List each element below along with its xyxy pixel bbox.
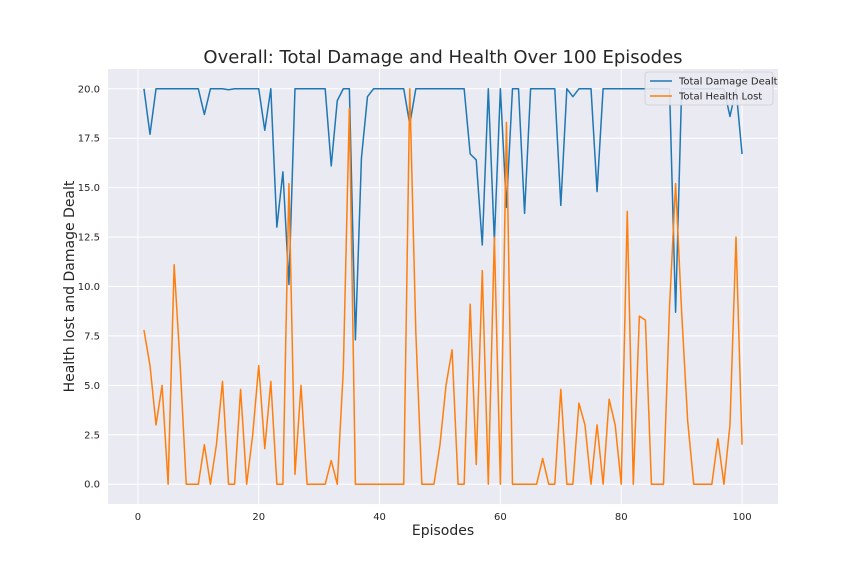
legend-label-health: Total Health Lost — [678, 92, 762, 103]
legend: Total Damage Dealt Total Health Lost — [644, 71, 778, 106]
series-line-health — [143, 88, 743, 485]
y-tick-label: 10.0 — [78, 282, 100, 293]
legend-label-damage: Total Damage Dealt — [678, 77, 778, 88]
y-tick-label: 12.5 — [78, 233, 100, 244]
series-line-damage — [143, 88, 743, 341]
x-tick-label: 60 — [494, 512, 507, 523]
x-tick-label: 40 — [373, 512, 386, 523]
y-tick-label: 2.5 — [84, 430, 100, 441]
series-lines — [143, 88, 743, 485]
y-tick-label: 20.0 — [78, 84, 100, 95]
y-tick-label: 15.0 — [78, 183, 100, 194]
y-tick-label: 17.5 — [78, 134, 100, 145]
y-tick-label: 5.0 — [84, 381, 100, 392]
y-tick-label: 0.0 — [84, 480, 100, 491]
chart-title: Overall: Total Damage and Health Over 10… — [203, 47, 682, 68]
x-tick-label: 100 — [733, 512, 752, 523]
y-axis-label: Health lost and Damage Dealt — [62, 180, 78, 392]
legend-box — [644, 71, 774, 106]
x-ticks: 0 20 40 60 80 100 — [135, 512, 752, 523]
x-axis-label: Episodes — [412, 523, 474, 539]
x-tick-label: 0 — [135, 512, 141, 523]
x-tick-label: 20 — [252, 512, 265, 523]
x-tick-label: 80 — [615, 512, 628, 523]
y-ticks: 0.0 2.5 5.0 7.5 10.0 12.5 15.0 17.5 20.0 — [78, 84, 100, 490]
y-tick-label: 7.5 — [84, 331, 100, 342]
